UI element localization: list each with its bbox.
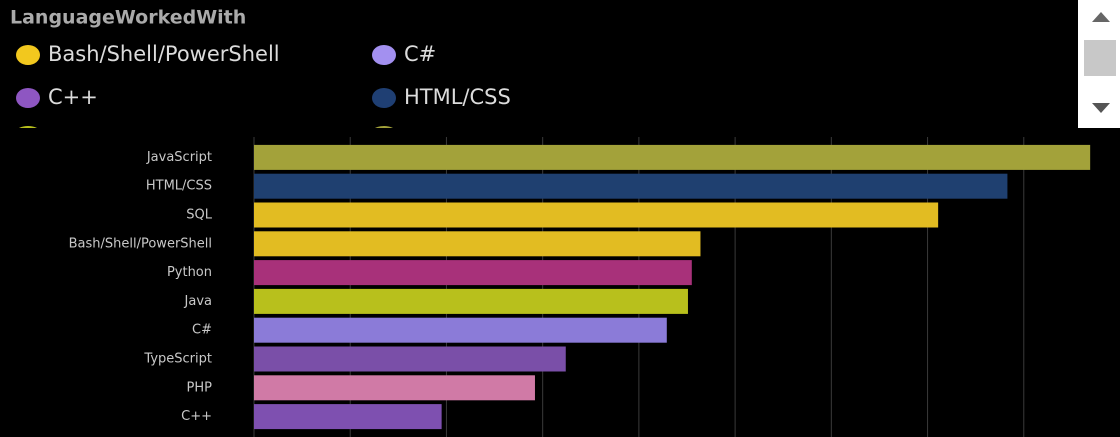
legend-label: C# [404, 42, 436, 66]
bar [254, 317, 667, 343]
legend-clip [0, 128, 1120, 138]
legend-label: C++ [48, 85, 98, 109]
scroll-down[interactable] [1092, 103, 1110, 113]
bar [254, 375, 535, 401]
legend-dot [16, 45, 40, 65]
y-tick-label: Python [167, 265, 212, 280]
legend-title: LanguageWorkedWith [10, 7, 246, 29]
bar [254, 288, 688, 314]
bar [254, 231, 701, 257]
bar [254, 346, 566, 372]
y-tick-label: SQL [186, 208, 212, 223]
bar [254, 260, 692, 286]
legend-dot [372, 88, 396, 108]
legend-label: Bash/Shell/PowerShell [48, 42, 280, 66]
legend-label: HTML/CSS [404, 85, 511, 109]
scroll-thumb[interactable] [1084, 40, 1116, 76]
bar [254, 404, 442, 430]
y-tick-label: Bash/Shell/PowerShell [69, 236, 212, 251]
y-tick-label: JavaScript [146, 150, 212, 165]
legend-dot [16, 88, 40, 108]
y-tick-label: C++ [181, 409, 212, 424]
legend-dot [372, 45, 396, 65]
bar [254, 202, 939, 228]
y-tick-label: HTML/CSS [146, 179, 212, 194]
bar [254, 144, 1091, 170]
bar [254, 173, 1008, 199]
y-tick-label: TypeScript [143, 352, 212, 367]
y-tick-label: PHP [187, 380, 213, 395]
y-tick-label: Java [184, 294, 212, 309]
scrollbar[interactable] [1078, 0, 1120, 128]
y-tick-label: C# [192, 323, 212, 338]
scroll-up[interactable] [1092, 12, 1110, 22]
